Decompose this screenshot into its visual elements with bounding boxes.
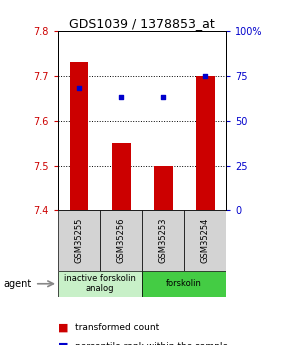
Text: inactive forskolin
analog: inactive forskolin analog — [64, 274, 136, 294]
Point — [77, 86, 81, 91]
Bar — [142, 271, 226, 297]
Bar — [196, 76, 215, 210]
Text: GSM35253: GSM35253 — [159, 218, 168, 263]
Text: ■: ■ — [58, 342, 68, 345]
Text: GSM35256: GSM35256 — [117, 218, 126, 263]
Text: GSM35255: GSM35255 — [75, 218, 84, 263]
Bar — [58, 271, 142, 297]
Text: transformed count: transformed count — [75, 323, 160, 332]
Text: percentile rank within the sample: percentile rank within the sample — [75, 342, 229, 345]
Text: ■: ■ — [58, 323, 68, 333]
Text: forskolin: forskolin — [166, 279, 202, 288]
Bar — [184, 210, 226, 271]
Point — [119, 95, 124, 100]
Bar — [58, 210, 100, 271]
Bar — [70, 62, 88, 210]
Bar — [112, 143, 130, 210]
Title: GDS1039 / 1378853_at: GDS1039 / 1378853_at — [69, 17, 215, 30]
Text: GSM35254: GSM35254 — [201, 218, 210, 263]
Bar — [154, 166, 173, 210]
Point — [203, 73, 208, 79]
Bar — [142, 210, 184, 271]
Text: agent: agent — [3, 279, 31, 289]
Bar — [100, 210, 142, 271]
Point — [161, 95, 165, 100]
